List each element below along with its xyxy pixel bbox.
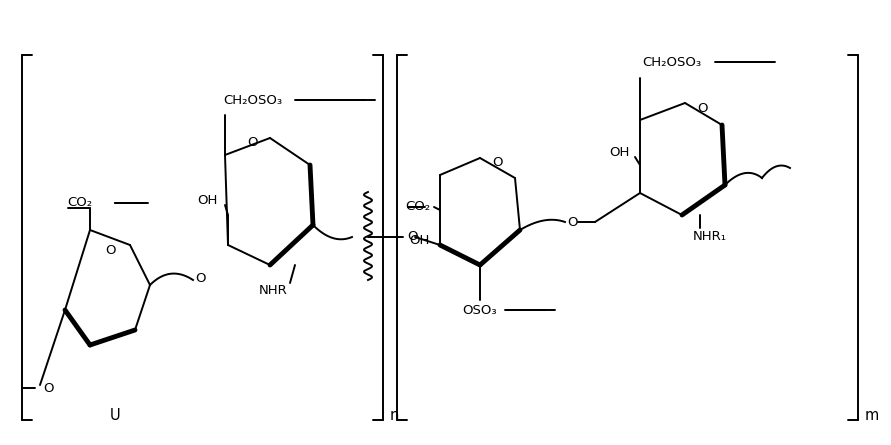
- Text: CH₂OSO₃: CH₂OSO₃: [224, 93, 282, 106]
- Text: O: O: [492, 157, 503, 170]
- Text: O: O: [43, 381, 53, 395]
- Text: O: O: [407, 231, 418, 243]
- Text: n: n: [390, 408, 399, 422]
- Text: O: O: [567, 215, 577, 228]
- Text: m: m: [865, 408, 879, 422]
- Text: O: O: [195, 271, 205, 284]
- Text: NHR: NHR: [258, 283, 288, 296]
- Text: NHR₁: NHR₁: [693, 231, 727, 243]
- Text: OSO₃: OSO₃: [462, 303, 497, 316]
- Text: OH: OH: [198, 194, 218, 206]
- Text: OH: OH: [609, 146, 630, 159]
- Text: O: O: [697, 101, 707, 114]
- Text: O: O: [105, 243, 115, 256]
- Text: CO₂: CO₂: [405, 201, 430, 214]
- Text: CO₂: CO₂: [68, 197, 93, 210]
- Text: O: O: [247, 135, 257, 149]
- Text: U: U: [110, 408, 120, 422]
- Text: OH: OH: [410, 234, 430, 247]
- Text: CH₂OSO₃: CH₂OSO₃: [642, 56, 701, 69]
